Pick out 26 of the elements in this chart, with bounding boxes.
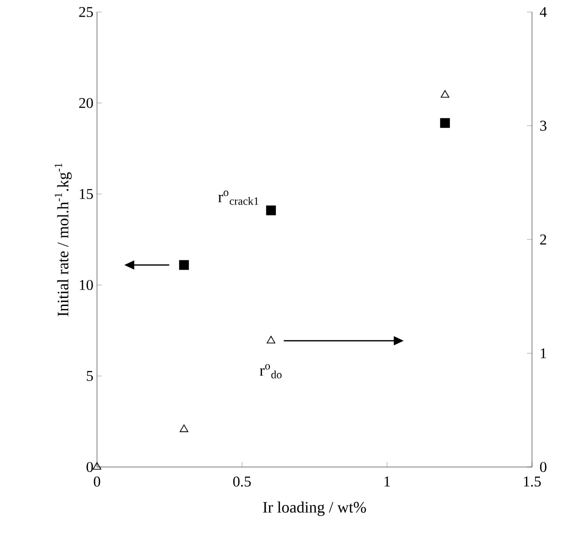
y2-tick-label: 2 [540,234,546,244]
annotation: r$^{o}$do [260,364,282,378]
y-tick-label: 5 [86,371,93,381]
point [266,336,276,344]
annotation: r$^{o}$crack1 [218,190,258,205]
y-tick-label: 25 [79,6,93,18]
y2-tick-label: 3 [540,120,546,131]
point [92,462,102,470]
point [179,260,189,270]
x-axis-title: Ir loading / wt% [263,501,366,516]
y-axis-title: Initial rate / mol.h$^{-1}$.kg$^{-1}$ [54,163,72,316]
y-tick-label: 15 [80,189,93,199]
y2-tick-label: 0 [540,462,546,472]
y-tick-label: 0 [86,462,93,472]
x-tick-label: 1.5 [524,476,541,487]
point [180,424,188,432]
y-tick-label: 10 [80,280,93,290]
x-tick-label: 0 [94,476,100,487]
point [440,118,450,128]
x-tick-label: 1 [384,476,390,486]
y-tick-label: 20 [79,98,93,108]
point [266,205,276,216]
y2-tick-label: 4 [540,7,547,17]
x-tick-label: 0.5 [233,476,251,487]
point [440,90,450,98]
y2-tick-label: 1 [540,348,546,358]
